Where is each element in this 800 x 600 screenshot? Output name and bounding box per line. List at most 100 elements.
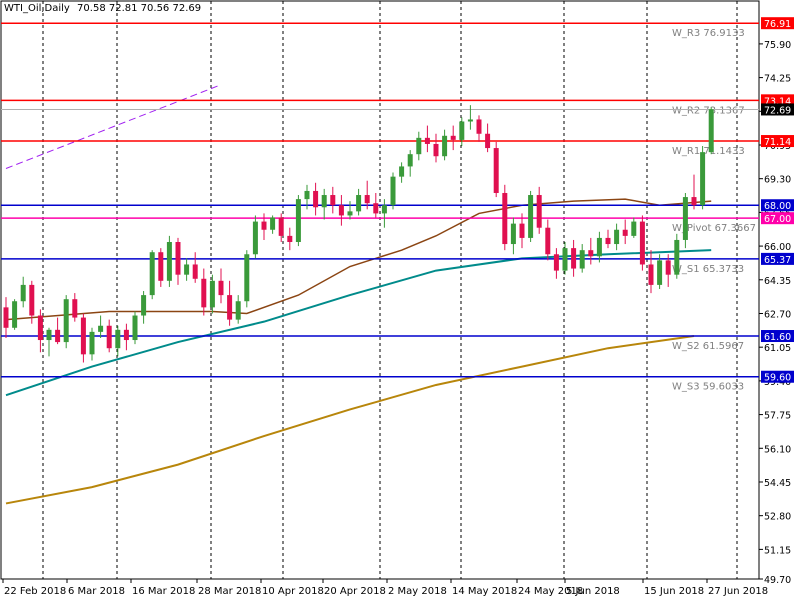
- ohlc-values: 70.58 72.81 70.56 72.69: [77, 3, 202, 14]
- price-tick-label: 61.05: [764, 343, 791, 354]
- candle-body: [55, 329, 61, 343]
- level-price-tag-box: [761, 252, 794, 265]
- level-price-tag-box: [761, 199, 794, 212]
- candle-body: [648, 264, 654, 285]
- candle-body: [201, 278, 207, 308]
- candle-body: [63, 299, 69, 343]
- candle-body: [519, 223, 525, 238]
- candle-body: [313, 190, 319, 208]
- level-price-tag-box: [761, 212, 794, 225]
- date-tick-label: 14 May 2018: [452, 586, 517, 597]
- pivot-level-label: W_R2 73.1367: [672, 105, 745, 116]
- level-price-tag-box: [761, 330, 794, 343]
- level-price-tag: 71.14: [764, 137, 791, 148]
- candle-body: [209, 280, 215, 308]
- candle-body: [553, 254, 559, 271]
- candle-body: [424, 137, 430, 144]
- candle-body: [674, 239, 680, 275]
- candle-body: [244, 254, 250, 302]
- price-tick-label: 62.70: [764, 309, 791, 320]
- candle-body: [270, 217, 276, 230]
- price-tick-label: 54.45: [764, 478, 791, 489]
- candle-body: [46, 329, 52, 341]
- date-tick-label: 2 May 2018: [388, 586, 447, 597]
- candle-body: [708, 109, 714, 153]
- candle-body: [528, 195, 534, 238]
- candle-body: [459, 121, 465, 140]
- candle-body: [29, 284, 35, 316]
- candle-body: [588, 250, 594, 257]
- candle-body: [347, 211, 353, 216]
- date-tick-label: 28 Mar 2018: [198, 586, 261, 597]
- price-tick-label: 74.25: [764, 74, 791, 85]
- candle-body: [80, 317, 86, 355]
- pivot-level-label: W_S3 59.6033: [672, 382, 744, 393]
- candle-body: [115, 329, 121, 349]
- candle-body: [235, 301, 241, 320]
- candle-body: [605, 237, 611, 245]
- candle-body: [390, 176, 396, 206]
- candle-body: [416, 137, 422, 155]
- pivot-level-label: W_S1 65.3733: [672, 264, 744, 275]
- candle-body: [442, 135, 448, 157]
- candles: [3, 105, 714, 363]
- candle-body: [493, 148, 499, 193]
- current-price-tag-box: [761, 103, 794, 116]
- candle-body: [106, 325, 112, 349]
- candle-body: [295, 199, 301, 243]
- level-price-tag: 68.00: [764, 201, 791, 212]
- candle-body: [639, 221, 645, 265]
- candle-body: [356, 195, 362, 212]
- level-price-tag: 61.60: [764, 332, 791, 343]
- candle-body: [622, 229, 628, 236]
- ma-fast-line: [5, 198, 712, 321]
- candle-body: [330, 195, 336, 206]
- moving-averages: [5, 84, 712, 505]
- date-tick-label: 24 May 2018: [518, 586, 583, 597]
- trendline: [5, 84, 222, 169]
- date-grid: [42, 1, 738, 579]
- level-price-tag-box: [761, 135, 794, 148]
- level-price-tag-box: [761, 94, 794, 107]
- price-tick-label: 66.00: [764, 242, 791, 253]
- candle-body: [364, 195, 370, 204]
- candle-body: [227, 295, 233, 320]
- date-tick-label: 22 Feb 2018: [4, 586, 66, 597]
- pivot-levels: W_R3 76.9133 W_R2 73.1367 W_R1 71.1433 W_Pi…: [1, 22, 759, 393]
- date-tick-label: 27 Jun 2018: [708, 586, 768, 597]
- candle-body: [657, 260, 663, 285]
- candle-body: [141, 295, 147, 316]
- chart-title: WTI_Oil,Daily 70.58 72.81 70.56 72.69: [4, 3, 205, 14]
- candle-body: [373, 203, 379, 214]
- current-price-tag: 72.69: [764, 105, 791, 116]
- candle-body: [579, 250, 585, 269]
- candle-body: [381, 205, 387, 214]
- price-tick-label: 56.10: [764, 444, 791, 455]
- candle-body: [510, 223, 516, 245]
- price-tick-label: 49.70: [764, 575, 791, 586]
- candle-body: [37, 315, 43, 341]
- level-price-tag: 67.00: [764, 214, 791, 225]
- candle-body: [338, 205, 344, 216]
- candle-body: [682, 197, 688, 240]
- date-tick-label: 6 Mar 2018: [68, 586, 125, 597]
- candle-body: [321, 195, 327, 208]
- candle-body: [175, 242, 181, 275]
- candle-body: [12, 301, 18, 328]
- candle-body: [545, 227, 551, 255]
- date-tick-label: 15 Jun 2018: [644, 586, 704, 597]
- pivot-level-label: W_R3 76.9133: [672, 28, 745, 39]
- level-price-tag: 59.60: [764, 373, 791, 384]
- candle-body: [700, 152, 706, 206]
- candle-body: [149, 252, 155, 296]
- pivot-level-label: W_R1 71.1433: [672, 146, 745, 157]
- candle-body: [450, 135, 456, 140]
- candle-body: [192, 264, 198, 279]
- level-price-tag: 73.14: [764, 96, 791, 107]
- candle-body: [476, 119, 482, 134]
- candle-body: [261, 221, 267, 230]
- pivot-level-label: W_Pivot 67.3667: [672, 223, 756, 234]
- candle-body: [252, 221, 258, 255]
- price-tags: 76.91 73.14 71.14 68.00 67.00 65.37 61.60 59.60…: [761, 17, 794, 384]
